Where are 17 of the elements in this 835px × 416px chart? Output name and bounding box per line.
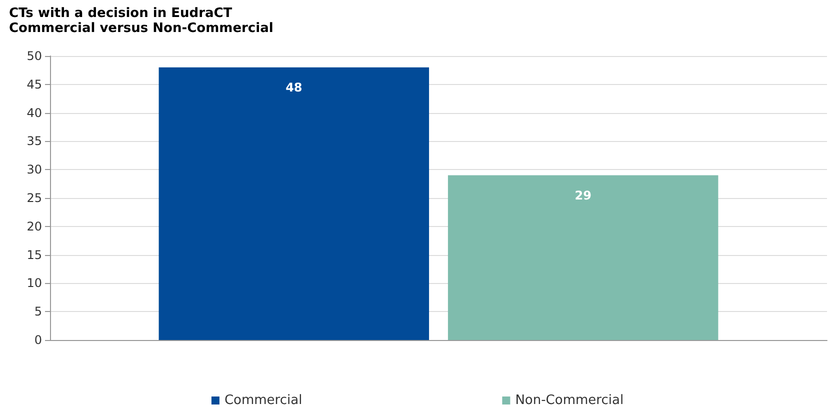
y-tick-label: 20 [26, 219, 42, 234]
y-tick-label: 25 [26, 191, 42, 205]
chart-title: CTs with a decision in EudraCT [9, 6, 232, 21]
data-label: 29 [574, 188, 592, 202]
y-tick-label: 10 [26, 276, 42, 290]
legend-label: Non-Commercial [515, 393, 624, 408]
y-tick-label: 30 [26, 162, 42, 177]
data-label: 48 [286, 80, 302, 94]
y-tick-label: 40 [26, 106, 42, 120]
y-tick-label: 50 [26, 49, 42, 63]
y-tick-label: 45 [26, 77, 42, 92]
legend-label: Commercial [224, 393, 302, 408]
y-tick-label: 0 [34, 333, 42, 347]
y-tick-label: 15 [26, 248, 42, 262]
y-tick-label: 5 [34, 304, 42, 319]
chart-subtitle: Commercial versus Non-Commercial [9, 21, 274, 36]
y-tick-label: 35 [26, 134, 42, 148]
